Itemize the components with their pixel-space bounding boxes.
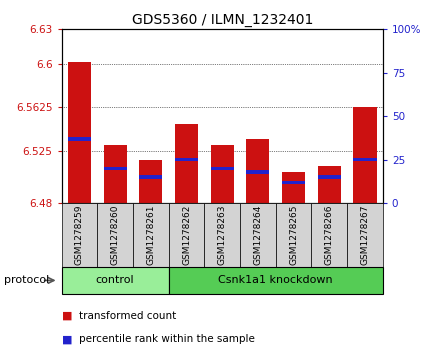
Text: GSM1278264: GSM1278264: [253, 205, 262, 265]
Bar: [353, 107, 377, 203]
Text: transformed count: transformed count: [79, 311, 176, 321]
Text: percentile rank within the sample: percentile rank within the sample: [79, 334, 255, 344]
Text: GSM1278267: GSM1278267: [360, 205, 370, 265]
Bar: [282, 181, 305, 184]
Text: protocol: protocol: [4, 276, 50, 285]
Bar: [318, 166, 341, 203]
Bar: [68, 137, 91, 140]
Text: control: control: [96, 276, 135, 285]
Text: GSM1278259: GSM1278259: [75, 205, 84, 265]
Bar: [318, 175, 341, 179]
Text: GSM1278262: GSM1278262: [182, 205, 191, 265]
Bar: [175, 124, 198, 203]
Bar: [103, 145, 127, 203]
Bar: [211, 145, 234, 203]
Bar: [211, 167, 234, 170]
Bar: [103, 167, 127, 170]
Text: Csnk1a1 knockdown: Csnk1a1 knockdown: [218, 276, 333, 285]
Bar: [175, 158, 198, 162]
Bar: [68, 62, 91, 203]
Bar: [282, 172, 305, 203]
Text: GSM1278261: GSM1278261: [147, 205, 155, 265]
Bar: [246, 139, 269, 203]
Bar: [353, 158, 377, 162]
Text: GSM1278265: GSM1278265: [289, 205, 298, 265]
Title: GDS5360 / ILMN_1232401: GDS5360 / ILMN_1232401: [132, 13, 313, 26]
Bar: [139, 160, 162, 203]
Bar: [139, 175, 162, 179]
Text: GSM1278263: GSM1278263: [218, 205, 227, 265]
Text: ■: ■: [62, 311, 72, 321]
Text: GSM1278260: GSM1278260: [110, 205, 120, 265]
Bar: [246, 170, 269, 174]
Text: ■: ■: [62, 334, 72, 344]
Text: GSM1278266: GSM1278266: [325, 205, 334, 265]
